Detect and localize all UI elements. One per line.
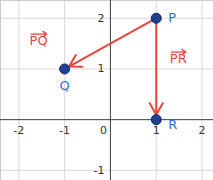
svg-text:Q: Q — [60, 78, 70, 93]
svg-text:2: 2 — [97, 12, 104, 25]
svg-text:R: R — [168, 117, 177, 132]
svg-text:PQ: PQ — [29, 33, 48, 49]
svg-text:P: P — [168, 10, 176, 25]
svg-text:2: 2 — [199, 124, 206, 137]
svg-text:-1: -1 — [59, 124, 70, 137]
svg-text:PR: PR — [169, 51, 187, 67]
svg-text:1: 1 — [97, 62, 104, 75]
svg-text:-1: -1 — [93, 164, 104, 177]
svg-text:0: 0 — [100, 124, 107, 137]
svg-text:-2: -2 — [13, 124, 24, 137]
svg-text:1: 1 — [153, 124, 160, 137]
